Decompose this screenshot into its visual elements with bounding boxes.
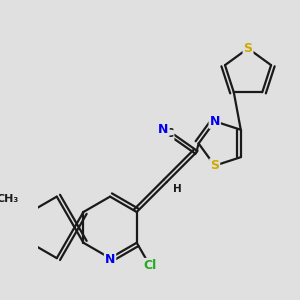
Text: N: N [209,115,220,128]
Text: C: C [164,127,173,140]
Text: H: H [173,184,182,194]
Text: CH₃: CH₃ [0,194,19,204]
Text: N: N [158,123,169,136]
Text: N: N [105,253,115,266]
Text: S: S [210,159,219,172]
Text: S: S [244,42,253,55]
Text: Cl: Cl [143,259,156,272]
